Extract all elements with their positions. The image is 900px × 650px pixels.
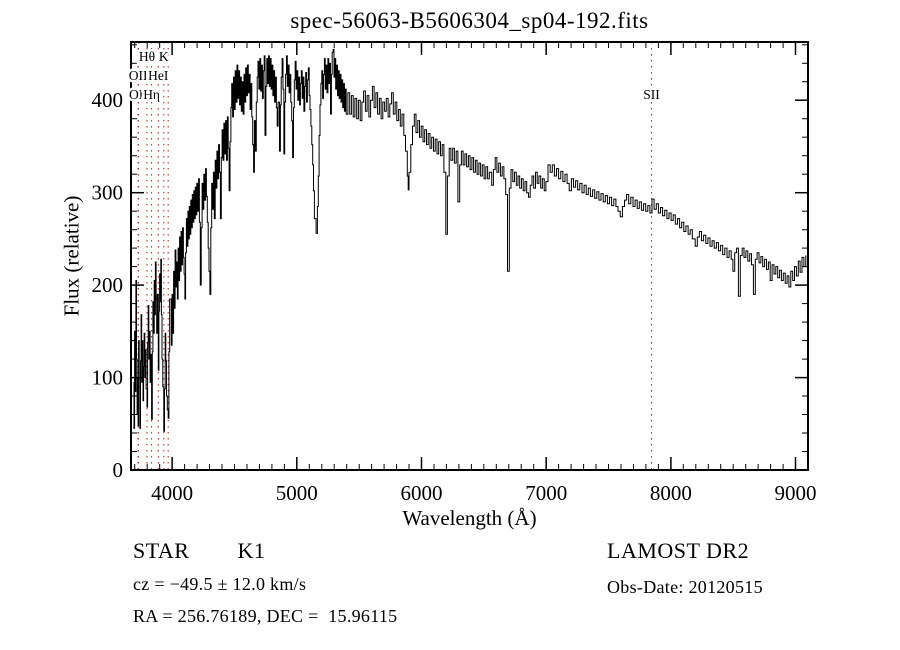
y-tick-label: 0 [113, 458, 124, 482]
y-tick-label: 300 [92, 181, 124, 205]
y-tick-label: 400 [92, 88, 124, 112]
x-tick-label: 6000 [401, 481, 443, 505]
spectrum-trace [133, 48, 807, 432]
axis-ticks [131, 42, 808, 471]
x-tick-label: 5000 [276, 481, 318, 505]
y-tick-label: 200 [92, 273, 124, 297]
star-class-label: STAR K1 [133, 538, 266, 563]
x-tick-label: 7000 [525, 481, 567, 505]
cz-velocity-label: cz = −49.5 ± 12.0 km/s [133, 574, 307, 594]
x-tick-label: 9000 [775, 481, 817, 505]
spectral-line-label: OII [129, 87, 148, 102]
y-tick-label: 100 [92, 366, 124, 390]
chart-title: spec-56063-B5606304_sp04-192.fits [290, 8, 649, 33]
plot-frame [130, 41, 809, 471]
spectral-line-label: Hθ [139, 49, 155, 64]
x-tick-label: 8000 [650, 481, 692, 505]
spectral-line-label: HeI [148, 68, 169, 83]
ra-dec-label: RA = 256.76189, DEC = 15.96115 [133, 606, 398, 626]
survey-label: LAMOST DR2 [607, 538, 750, 563]
obs-date-label: Obs-Date: 20120515 [607, 577, 763, 597]
spectral-line-label: SII [643, 87, 660, 102]
x-tick-label: 4000 [151, 481, 193, 505]
spectral-line-label: OII [129, 68, 148, 83]
x-axis-title: Wavelength (Å) [402, 506, 537, 530]
spectral-line-label: K [159, 49, 169, 64]
spectral-line-label: Hη [143, 87, 160, 102]
